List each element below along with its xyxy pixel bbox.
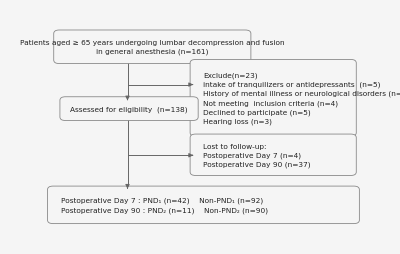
Text: Patients aged ≥ 65 years undergoing lumbar decompression and fusion
in general a: Patients aged ≥ 65 years undergoing lumb…	[20, 40, 285, 55]
FancyBboxPatch shape	[60, 97, 198, 121]
Text: Postoperative Day 7 : PND₁ (n=42)    Non-PND₁ (n=92)
Postoperative Day 90 : PND₂: Postoperative Day 7 : PND₁ (n=42) Non-PN…	[61, 197, 268, 213]
FancyBboxPatch shape	[190, 60, 356, 137]
FancyBboxPatch shape	[48, 186, 359, 224]
Text: Assessed for eligibility  (n=138): Assessed for eligibility (n=138)	[70, 106, 188, 113]
FancyBboxPatch shape	[190, 135, 356, 176]
Text: Lost to follow-up:
Postoperative Day 7 (n=4)
Postoperative Day 90 (n=37): Lost to follow-up: Postoperative Day 7 (…	[204, 143, 311, 167]
Text: Exclude(n=23)
intake of tranquilizers or antidepressants  (n=5)
History of menta: Exclude(n=23) intake of tranquilizers or…	[204, 72, 400, 125]
FancyBboxPatch shape	[54, 31, 251, 64]
